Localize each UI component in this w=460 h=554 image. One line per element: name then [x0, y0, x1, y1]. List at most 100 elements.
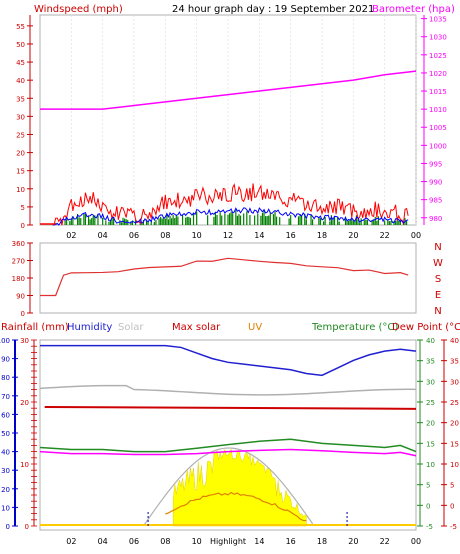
barometer-tick-label: 1035	[429, 16, 447, 24]
rain-tick-label: 30	[20, 337, 29, 345]
direction-line	[40, 257, 409, 297]
barometer-tick-label: 980	[429, 215, 442, 223]
barometer-tick-label: 1000	[429, 142, 447, 150]
wind-tick-label: 45	[16, 59, 25, 67]
barometer-tick-label: 1025	[429, 52, 447, 60]
temperature-tick-label: -5	[426, 523, 433, 531]
solar-grey-line	[39, 384, 417, 396]
direction-tick-label: 270	[12, 258, 25, 266]
rain-panel-frame	[39, 339, 417, 531]
temperature-tick-label: 30	[426, 378, 435, 386]
dewpoint-tick-label: 10	[450, 461, 459, 469]
barometer-tick-label: 1015	[429, 88, 447, 96]
rain-x-tick-label: 04	[98, 537, 108, 546]
solar-label: Solar	[118, 322, 144, 333]
wind-x-tick-label: 02	[66, 231, 76, 240]
graph-title: 24 hour graph day : 19 September 2021	[172, 4, 374, 15]
compass-label: E	[435, 290, 441, 301]
uv-label: UV	[248, 322, 262, 333]
solar-area	[172, 448, 307, 527]
wind-tick-label: 20	[16, 150, 25, 158]
wind-x-tick-label: 22	[380, 231, 390, 240]
rain-x-tick-label: 14	[254, 537, 264, 546]
maxsolar-line	[44, 405, 417, 410]
humidity-tick-label: 100	[0, 337, 10, 345]
wind-x-tick-label: 00	[411, 231, 421, 240]
barometer-tick-label: 985	[429, 197, 442, 205]
wind-x-tick-label: 14	[254, 231, 264, 240]
rain-axes: 01020304050607080901000102030-5051015202…	[0, 337, 459, 531]
temperature-tick-label: 40	[426, 337, 435, 345]
wind-tick-label: 25	[16, 131, 25, 139]
humidity-tick-label: 40	[1, 449, 10, 457]
direction-tick-label: 360	[12, 240, 25, 248]
windspeed-label: Windspeed (mph)	[34, 4, 123, 15]
temperature-label: Temperature (°C)	[311, 322, 398, 333]
barometer-tick-label: 990	[429, 179, 442, 187]
wind-avg-line	[52, 207, 409, 226]
dewpoint-tick-label: 25	[450, 399, 459, 407]
humidity-tick-label: 60	[1, 411, 10, 419]
temperature-tick-label: 35	[426, 358, 435, 366]
temperature-tick-label: 15	[426, 440, 435, 448]
direction-tick-label: 90	[16, 293, 25, 301]
compass-label: N	[434, 306, 441, 317]
wind-grid	[71, 15, 417, 225]
compass-label: N	[434, 242, 441, 253]
dewpoint-tick-label: 30	[450, 378, 459, 386]
temperature-tick-label: 0	[426, 502, 430, 510]
dewpoint-tick-label: 15	[450, 440, 459, 448]
temperature-line	[39, 438, 417, 453]
rain-tick-label: 0	[25, 523, 29, 531]
humidity-line	[40, 344, 417, 377]
wind-tick-label: 55	[16, 23, 25, 31]
direction-series	[40, 257, 409, 297]
wind-tick-label: 50	[16, 41, 25, 49]
wind-x-tick-label: 10	[192, 231, 202, 240]
rain-tick-label: 20	[20, 399, 29, 407]
maxsolar-curve	[142, 447, 314, 527]
dewpoint-tick-label: -5	[450, 523, 457, 531]
barometer-label: Barometer (hpa)	[372, 4, 455, 15]
dewpoint-label: Dew Point (°C)	[392, 322, 460, 333]
wind-x-tick-label: 16	[286, 231, 296, 240]
humidity-tick-label: 80	[1, 374, 10, 382]
rain-x-ticks: 02 04 06 08 10 Highlight 14 16 18 20 22 00	[66, 537, 421, 546]
humidity-tick-label: 0	[6, 523, 10, 531]
humidity-tick-label: 20	[1, 486, 10, 494]
wind-tick-label: 30	[16, 113, 25, 121]
humidity-tick-label: 30	[1, 467, 10, 475]
wind-series	[40, 70, 417, 226]
barometer-tick-label: 1030	[429, 34, 447, 42]
wind-x-tick-label: 06	[129, 231, 139, 240]
humidity-tick-label: 50	[1, 430, 10, 438]
wind-x-tick-label: 12	[223, 231, 233, 240]
rain-x-tick-label: 08	[160, 537, 170, 546]
temperature-tick-label: 5	[426, 482, 430, 490]
rain-x-tick-label: 10	[192, 537, 202, 546]
rain-x-tick-label: 02	[66, 537, 76, 546]
barometer-tick-label: 1020	[429, 70, 447, 78]
humidity-tick-label: 10	[1, 504, 10, 512]
wind-tick-label: 40	[16, 77, 25, 85]
barometer-tick-label: 995	[429, 160, 442, 168]
wind-tick-label: 5	[21, 204, 25, 212]
wind-x-tick-label: 04	[98, 231, 108, 240]
rain-x-tick-label: 06	[129, 537, 139, 546]
dewpoint-tick-label: 0	[450, 502, 454, 510]
rain-series	[39, 344, 417, 527]
barometer-tick-label: 1010	[429, 106, 447, 114]
humidity-label: Humidity	[67, 322, 112, 333]
rain-x-tick-label: 18	[317, 537, 327, 546]
temperature-tick-label: 20	[426, 420, 435, 428]
wind-gust-line	[52, 183, 409, 226]
dewpoint-tick-label: 5	[450, 482, 454, 490]
wind-x-tick-label: 20	[348, 231, 358, 240]
direction-tick-label: 180	[12, 275, 25, 283]
dewpoint-line	[39, 448, 417, 457]
humidity-tick-label: 90	[1, 356, 10, 364]
direction-panel-frame	[39, 242, 417, 314]
